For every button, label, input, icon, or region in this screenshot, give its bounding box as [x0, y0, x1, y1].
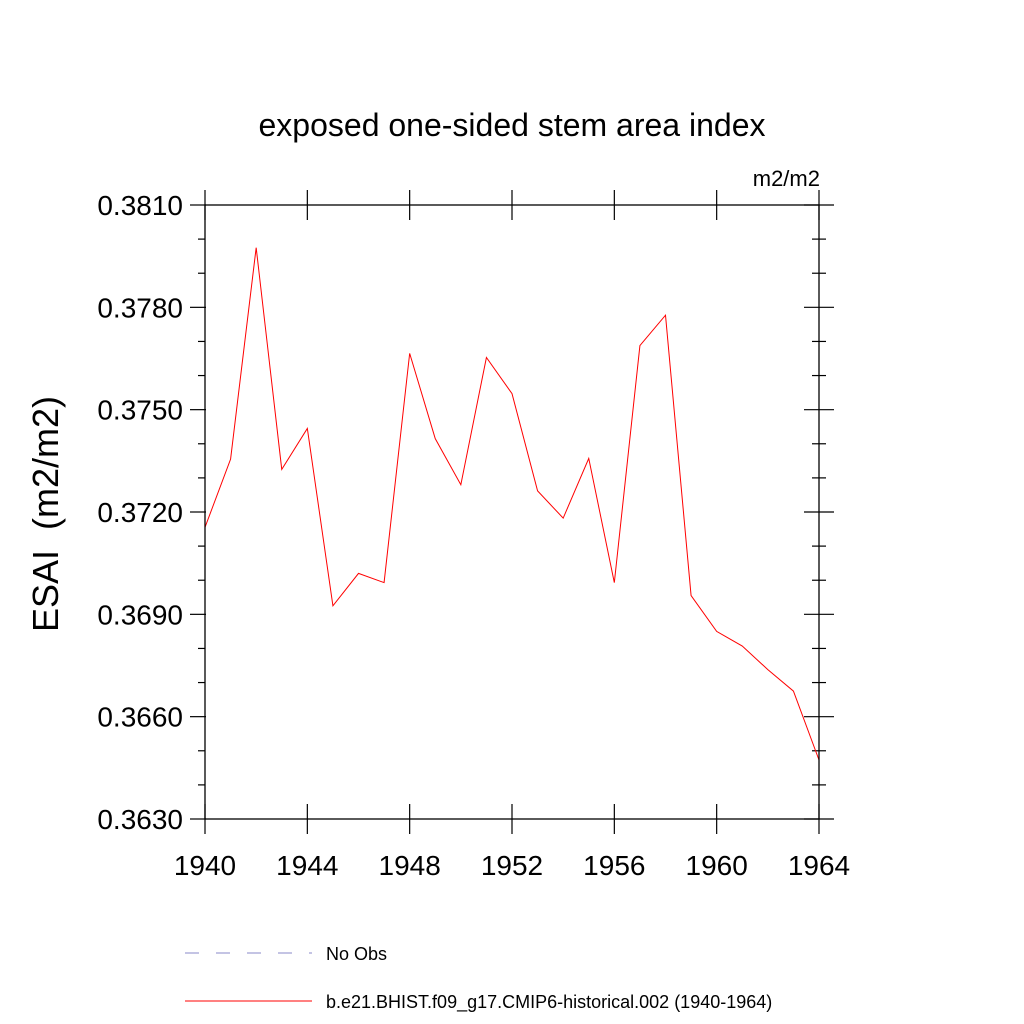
chart-title: exposed one-sided stem area index — [259, 107, 766, 143]
y-tick-label: 0.3630 — [97, 804, 183, 835]
y-tick-label: 0.3810 — [97, 190, 183, 221]
x-tick-label: 1964 — [788, 850, 850, 881]
y-tick-label: 0.3720 — [97, 497, 183, 528]
x-tick-label: 1960 — [686, 850, 748, 881]
plot-frame — [204, 204, 820, 820]
x-tick-label: 1948 — [379, 850, 441, 881]
x-tick-label: 1940 — [174, 850, 236, 881]
legend-label-no-obs: No Obs — [326, 944, 387, 964]
y-axis-label: ESAI (m2/m2) — [25, 396, 66, 632]
legend-label-model-run: b.e21.BHIST.f09_g17.CMIP6-historical.002… — [326, 992, 772, 1013]
y-tick-label: 0.3690 — [97, 599, 183, 630]
units-label: m2/m2 — [753, 166, 820, 191]
y-tick-label: 0.3750 — [97, 395, 183, 426]
series-layer — [204, 247, 820, 761]
x-tick-labels: 1940 1944 1948 1952 1956 1960 1964 — [174, 850, 850, 881]
y-tick-label: 0.3780 — [97, 292, 183, 323]
y-tick-label: 0.3660 — [97, 702, 183, 733]
x-tick-label: 1944 — [276, 850, 338, 881]
x-tick-label: 1956 — [583, 850, 645, 881]
x-tick-label: 1952 — [481, 850, 543, 881]
legend: No Obs b.e21.BHIST.f09_g17.CMIP6-histori… — [185, 944, 772, 1013]
y-tick-labels: 0.3630 0.3660 0.3690 0.3720 0.3750 0.3780 0.38… — [97, 190, 183, 835]
axis-ticks — [190, 190, 834, 834]
series-line — [204, 247, 820, 761]
